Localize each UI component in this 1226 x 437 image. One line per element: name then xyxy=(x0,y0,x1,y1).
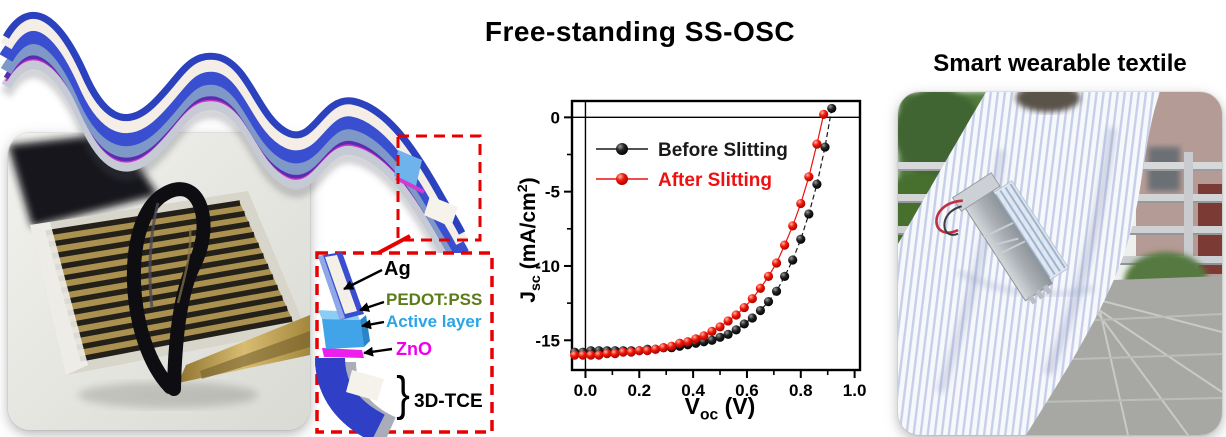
svg-text:-10: -10 xyxy=(535,257,560,276)
red-wire xyxy=(935,199,963,234)
svg-text:-15: -15 xyxy=(535,331,560,350)
zno-layer xyxy=(322,348,364,358)
ag-arrow xyxy=(343,268,383,291)
label-3d-tce: 3D-TCE xyxy=(414,391,483,412)
active-layer-box xyxy=(322,319,364,349)
right-panel-heading: Smart wearable textile xyxy=(933,50,1187,77)
pedot-arrow xyxy=(359,300,385,312)
jv-curve-chart: 0.0 0.2 0.4 0.6 0.8 1.0 0 -5 -10 -15 Before Slitti… xyxy=(535,99,867,400)
electrode-pad xyxy=(346,370,384,401)
solar-module xyxy=(935,172,1070,305)
brace-glyph: } xyxy=(396,368,410,421)
shadow xyxy=(78,382,258,408)
flexible-device-photo-art xyxy=(8,133,310,430)
flexible-device-photo xyxy=(8,133,310,430)
svg-text:0.2: 0.2 xyxy=(627,381,651,400)
svg-text:0.4: 0.4 xyxy=(681,381,705,400)
zoom-region-box xyxy=(396,134,482,242)
svg-text:-5: -5 xyxy=(545,183,560,202)
zno-arrow xyxy=(363,346,393,357)
y-axis-label: Jsc (mA/cm2) xyxy=(515,177,545,303)
label-zno: ZnO xyxy=(396,339,432,359)
wearable-textile-photo xyxy=(898,92,1222,435)
black-wire xyxy=(943,205,962,236)
svg-text:0.8: 0.8 xyxy=(789,381,813,400)
svg-text:0.0: 0.0 xyxy=(574,381,598,400)
label-active-layer: Active layer xyxy=(386,312,482,331)
svg-text:0.6: 0.6 xyxy=(735,381,759,400)
ribbon-end-layers xyxy=(394,150,458,227)
wearable-textile-photo-art xyxy=(898,92,1222,435)
label-pedot-pss: PEDOT:PSS xyxy=(386,290,483,309)
svg-text:After Slitting: After Slitting xyxy=(658,170,772,191)
active-arrow xyxy=(361,319,385,330)
x-axis-label: Voc (V) xyxy=(684,393,756,424)
top-slab xyxy=(318,252,364,320)
figure-title: Free-standing SS-OSC xyxy=(484,16,796,47)
label-ag: Ag xyxy=(384,258,411,280)
tweezers xyxy=(178,315,310,383)
head xyxy=(1016,92,1080,112)
ag-stripe xyxy=(325,255,357,314)
svg-text:1.0: 1.0 xyxy=(843,381,867,400)
svg-text:Before Slitting: Before Slitting xyxy=(658,140,788,161)
svg-text:0: 0 xyxy=(551,108,560,127)
